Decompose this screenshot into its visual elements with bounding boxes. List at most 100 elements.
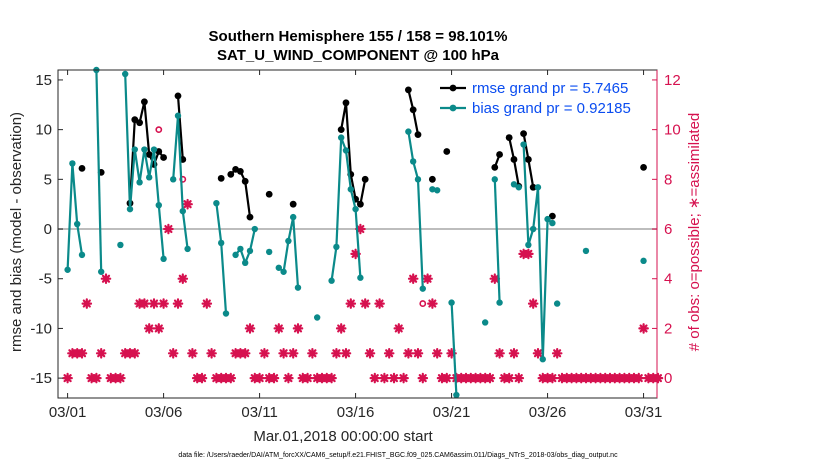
bias-marker [582,247,590,255]
bias-marker [131,146,138,153]
obs-assimilated-marker-glyph [326,372,337,384]
rmse-marker [491,164,499,171]
obs-assimilated-marker [167,348,179,359]
bias-marker [184,245,191,253]
axes: -15 -10 -5 0 5 10 15 0 2 4 6 8 10 12 03/01 03/06 03/11 03… [30,69,681,421]
obs-possible-marker [424,275,431,283]
bias-line [278,216,300,288]
obs-assimilated-marker-glyph [335,323,347,334]
bias-marker [160,255,167,263]
obs-assimilated-marker [100,273,112,284]
bias-marker [453,391,460,399]
obs-assimilated-marker-glyph [523,248,534,260]
obs-assimilated-marker-glyph [494,348,505,359]
obs-assimilated-marker [76,348,88,359]
rmse-marker [640,164,647,171]
obs-assimilated-marker [446,348,457,359]
obs-assimilated-marker [139,298,150,309]
x-tick-label: 03/26 [529,404,567,421]
bias-marker [553,300,561,307]
bias-marker [549,219,556,227]
obs-assimilated-marker [398,372,409,384]
obs-assimilated-marker-glyph [278,348,289,359]
obs-assimilated-marker [331,348,342,359]
rmse-marker [337,126,345,134]
obs-assimilated-marker [513,372,525,384]
bias-marker [529,225,537,233]
obs-assimilated-marker-glyph [388,372,400,384]
bias-marker [539,356,546,363]
obs-assimilated-marker-glyph [167,348,179,359]
obs-assimilated-marker [503,372,515,384]
bias-marker [313,314,321,321]
x-tick-label: 03/06 [145,404,183,421]
rmse-marker [505,134,513,141]
x-tick-label: 03/01 [49,404,87,421]
obs-assimilated-marker [201,298,213,309]
x-tick-label: 03/11 [241,404,277,421]
obs-assimilated-marker [115,372,126,384]
rmse-marker [241,177,249,185]
obs-assimilated-marker [153,323,165,334]
obs-assimilated-marker-glyph [431,348,443,359]
bias-marker [73,220,81,228]
bias-marker [126,205,134,213]
y-tick-label: 10 [35,122,52,139]
bias-line [172,114,189,250]
bias-line [95,69,103,272]
bias-marker [222,310,230,317]
legend-bias-marker [449,104,457,112]
rmse-marker [496,151,503,158]
rmse-marker [78,165,86,172]
bias-marker [357,274,364,281]
bias-marker [289,213,297,221]
obs-assimilated-marker [412,348,424,359]
obs-assimilated-marker [91,372,102,384]
obs-assimilated-marker-glyph [158,298,169,309]
obs-assimilated-marker-glyph [547,372,558,384]
obs-assimilated-marker-glyph [350,248,361,260]
bias-marker [265,248,273,256]
obs-assimilated-marker-glyph [412,348,424,359]
obs-assimilated-marker-glyph [143,323,155,334]
obs-assimilated-marker-glyph [441,372,453,384]
y2-tick-label: 2 [664,320,672,337]
obs-assimilated-marker-glyph [374,298,385,309]
bias-marker [481,319,489,326]
obs-assimilated-marker [383,348,395,359]
rmse-marker [217,174,225,182]
obs-assimilated-marker-glyph [244,323,256,334]
obs-assimilated-marker [148,298,160,309]
bias-line [66,162,84,270]
x-tick-label: 03/21 [433,404,471,421]
rmse-marker [414,131,422,139]
bias-marker [169,176,177,183]
bias-marker [544,215,551,223]
rmse-marker [548,212,556,220]
obs-assimilated-marker [273,323,285,334]
bias-line [493,179,501,303]
bias-marker [136,179,143,186]
obs-assimilated-marker [172,298,184,309]
obs-assimilated-marker-glyph [287,348,299,359]
bias-marker [347,186,354,193]
bias-marker [491,176,498,183]
bias-marker [510,181,518,188]
rmse-marker [524,156,532,163]
legend-rmse-marker [449,84,457,92]
obs-assimilated-marker-glyph [62,372,73,384]
rmse-marker [342,99,350,107]
obs-assimilated-marker [407,273,419,284]
x-tick-label: 03/16 [337,404,375,421]
bias-line [450,302,458,396]
bias-line [234,228,256,264]
chart-title-line2: SAT_U_WIND_COMPONENT @ 100 hPa [217,47,500,64]
obs-assimilated-marker-glyph [196,372,208,384]
bias-line [215,203,228,314]
obs-assimilated-marker [326,372,337,384]
obs-assimilated-marker-glyph [206,348,217,359]
obs-assimilated-marker-glyph [91,372,102,384]
y2-tick-label: 4 [664,271,672,288]
obs-assimilated-marker-glyph [638,323,649,334]
bias-marker [69,160,76,167]
